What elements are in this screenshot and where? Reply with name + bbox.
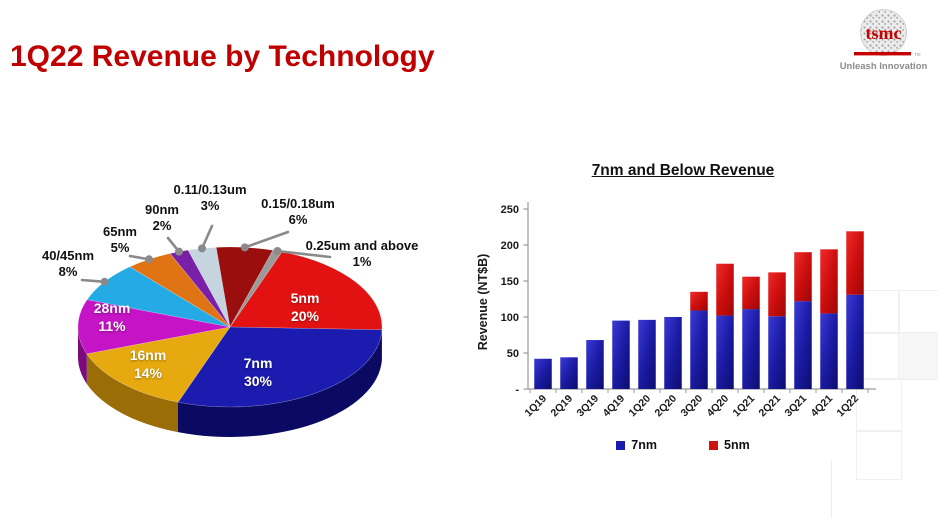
- bar-7nm-1Q21: [742, 309, 760, 389]
- y-tick-label: 150: [501, 276, 519, 288]
- x-tick-label-2Q19: 2Q19: [548, 393, 575, 420]
- bar-chart-svg: - 50 100 150 200 250 Revenue (NT$B) 1Q19 2Q19 3Q1…: [476, 202, 876, 420]
- bar-7nm-4Q21: [820, 313, 838, 389]
- pie-slice-side: [78, 327, 87, 384]
- bar-chart-title: 7nm and Below Revenue: [591, 162, 775, 179]
- x-tick-label-4Q21: 4Q21: [808, 393, 835, 420]
- pie-callout-line: [243, 230, 290, 249]
- y-tick-label: 250: [501, 204, 519, 216]
- bar-7nm-1Q20: [638, 319, 656, 389]
- bar-chart-legend: 7nm 5nm: [476, 438, 890, 452]
- bar-5nm-3Q20: [690, 291, 708, 311]
- bar-7nm-4Q20: [716, 315, 734, 389]
- pie-chart-svg: [77, 224, 383, 438]
- bar-7nm-2Q19: [560, 357, 578, 389]
- bar-7nm-2Q21: [768, 316, 786, 389]
- y-axis-label: Revenue (NT$B): [476, 254, 490, 351]
- logo-brand-text: tsmc: [866, 23, 902, 43]
- legend-item-5nm: 5nm: [709, 438, 750, 452]
- legend-label-7nm: 7nm: [631, 438, 657, 452]
- tsmc-logo: tsmc TM Unleash Innovation: [840, 9, 928, 72]
- pie-callout-dot: [145, 255, 154, 264]
- legend-item-7nm: 7nm: [616, 438, 657, 452]
- x-tick-label-1Q20: 1Q20: [626, 393, 653, 420]
- pie-callout-line: [276, 249, 332, 259]
- pie-callout-line: [200, 224, 214, 250]
- x-tick-label-2Q20: 2Q20: [652, 393, 679, 420]
- bar-7nm-3Q19: [586, 340, 604, 389]
- bar-7nm-1Q19: [534, 358, 552, 389]
- pie-callout-dot: [100, 277, 109, 286]
- x-tick-label-3Q19: 3Q19: [574, 393, 601, 420]
- bar-7nm-2Q20: [664, 317, 682, 389]
- x-tick-label-3Q21: 3Q21: [782, 393, 809, 420]
- bar-5nm-4Q21: [820, 249, 838, 314]
- x-tick-label-4Q20: 4Q20: [704, 393, 731, 420]
- legend-swatch-7nm: [616, 440, 626, 450]
- pie-slice-7nm: [177, 326, 383, 408]
- bar-5nm-1Q21: [742, 276, 760, 310]
- legend-swatch-5nm: [709, 440, 718, 450]
- x-tick-label-1Q19: 1Q19: [522, 393, 549, 420]
- bar-5nm-3Q21: [794, 252, 812, 302]
- y-tick-label: 200: [501, 240, 519, 252]
- x-tick-label-4Q19: 4Q19: [600, 393, 627, 420]
- y-tick-label: 50: [507, 348, 519, 360]
- pie-slice-side: [178, 329, 382, 438]
- pie-slice-side: [86, 353, 179, 433]
- y-tick-label: 100: [501, 312, 519, 324]
- pie-slice-28nm: [77, 299, 231, 355]
- bar-7nm-3Q20: [690, 310, 708, 389]
- x-tick-label-1Q22: 1Q22: [834, 393, 861, 420]
- bar-chart: 7nm and Below Revenue - 50 100 150 200 250 Rev…: [476, 162, 890, 452]
- pie-callout-dot: [240, 243, 249, 252]
- bar-5nm-4Q20: [716, 263, 734, 316]
- pie-chart: 5nm 20% 7nm 30% 16nm 14% 28nm 11% 40/45nm 8% 65nm 5…: [42, 182, 418, 438]
- bar-7nm-4Q19: [612, 320, 630, 389]
- logo-underline: [854, 52, 911, 56]
- pie-callout-dot: [175, 247, 184, 256]
- pie-slice-5nm: [229, 251, 383, 331]
- pie-callout-dot: [273, 247, 282, 256]
- logo-tagline: Unleash Innovation: [840, 61, 928, 72]
- logo-trademark: TM: [914, 52, 921, 57]
- bar-5nm-2Q21: [768, 272, 786, 317]
- x-tick-label-3Q20: 3Q20: [678, 393, 705, 420]
- page-title: 1Q22 Revenue by Technology: [10, 40, 435, 73]
- y-tick-label: -: [515, 384, 519, 396]
- bar-7nm-1Q22: [846, 294, 864, 389]
- wafer-icon: [860, 9, 907, 56]
- x-tick-label-2Q21: 2Q21: [756, 393, 783, 420]
- pie-callout-dot: [198, 244, 207, 253]
- x-tick-label-1Q21: 1Q21: [730, 393, 757, 420]
- bar-7nm-3Q21: [794, 301, 812, 389]
- bar-5nm-1Q22: [846, 231, 864, 295]
- legend-label-5nm: 5nm: [724, 438, 750, 452]
- pie-slice-16nm: [86, 326, 231, 403]
